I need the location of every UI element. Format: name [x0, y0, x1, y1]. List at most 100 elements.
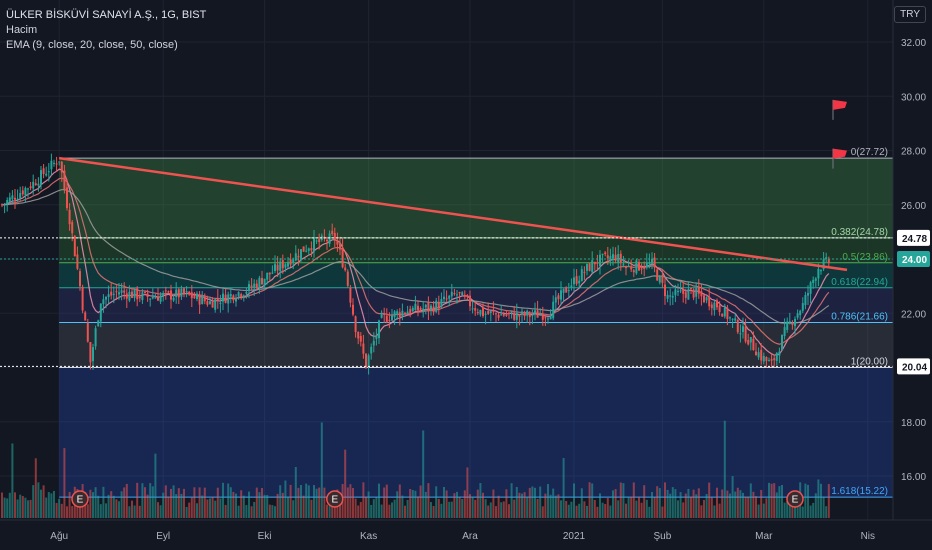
volume-bar	[469, 494, 471, 518]
volume-bar	[133, 505, 136, 518]
volume-bar	[557, 494, 560, 518]
volume-bar	[625, 503, 627, 518]
volume-bar	[185, 506, 188, 518]
candle-body	[596, 262, 599, 264]
candle-body	[760, 349, 763, 361]
candle-body	[822, 259, 825, 270]
candle-body	[8, 197, 11, 203]
volume-bar	[105, 503, 107, 518]
candle-body	[359, 335, 362, 342]
earnings-icon	[71, 490, 89, 508]
candle-body	[115, 291, 118, 293]
volume-bar	[55, 502, 58, 518]
candle-body	[159, 295, 162, 302]
volume-bar	[734, 491, 737, 518]
candle-body	[742, 326, 744, 332]
fib-level-label: 0.382(24.78)	[831, 227, 888, 238]
candle-body	[757, 352, 760, 358]
candle-body	[731, 318, 734, 320]
candle-body	[505, 314, 508, 316]
currency-badge[interactable]: TRY	[894, 6, 926, 23]
candle-body	[703, 295, 705, 303]
volume-bar	[196, 503, 198, 518]
volume-bar	[144, 487, 146, 518]
candle-body	[6, 200, 9, 205]
volume-bar	[50, 493, 53, 518]
volume-bar	[513, 499, 516, 518]
candle-body	[266, 272, 269, 280]
candle-body	[791, 323, 794, 325]
candle-body	[133, 289, 136, 298]
candle-body	[463, 294, 466, 297]
candle-body	[16, 198, 19, 200]
candle-body	[331, 230, 334, 235]
volume-bar	[773, 483, 776, 518]
volume-bar	[484, 499, 487, 518]
candle-body	[458, 292, 461, 294]
candle-body	[807, 293, 809, 296]
volume-bar	[679, 492, 682, 518]
candle-body	[508, 312, 510, 314]
candle-body	[726, 307, 729, 320]
volume-bar	[684, 493, 687, 518]
volume-bar	[276, 493, 279, 518]
volume-bar	[164, 485, 167, 518]
volume-bar	[398, 484, 401, 518]
x-tick-label: 2021	[563, 531, 586, 542]
candle-body	[268, 272, 271, 275]
candle-body	[141, 292, 144, 301]
candle-body	[190, 292, 193, 299]
fib-zone	[59, 262, 893, 288]
candle-body	[521, 311, 523, 315]
volume-bar	[45, 497, 48, 518]
volume-bar	[149, 483, 152, 518]
candle-body	[489, 311, 492, 313]
candle-body	[786, 321, 789, 330]
candle-body	[588, 263, 591, 271]
volume-bar	[742, 492, 744, 518]
y-tick-label: 32.00	[901, 38, 926, 49]
volume-bar	[352, 488, 354, 518]
x-tick-label: Mar	[755, 531, 773, 542]
candle-body	[19, 193, 22, 199]
candle-body	[333, 232, 336, 240]
volume-bar	[703, 499, 705, 518]
candle-body	[385, 315, 388, 322]
symbol-title: ÜLKER BİSKÜVİ SANAYİ A.Ş., 1G, BIST	[6, 9, 207, 21]
volume-bar	[157, 502, 159, 518]
volume-bar	[159, 505, 162, 518]
candle-body	[664, 284, 666, 297]
y-tick-label: 16.00	[901, 472, 926, 483]
candle-body	[105, 297, 107, 300]
candle-body	[60, 161, 63, 173]
candle-body	[110, 291, 113, 296]
volume-bar	[627, 496, 630, 518]
candle-body	[794, 318, 796, 327]
candle-body	[799, 310, 802, 316]
volume-bar	[479, 483, 482, 518]
volume-bar	[635, 500, 638, 518]
price-tag-label: 24.00	[902, 255, 927, 266]
volume-bar	[411, 489, 414, 518]
volume-bar	[781, 485, 783, 518]
volume-bar	[107, 494, 110, 518]
candle-body	[578, 280, 581, 284]
candle-body	[762, 355, 765, 362]
candle-body	[367, 355, 370, 368]
volume-bar	[198, 487, 201, 518]
earnings-icon	[326, 490, 344, 508]
volume-bar	[820, 483, 822, 518]
volume-bar	[323, 487, 326, 518]
volume-bar	[539, 486, 542, 518]
volume-bar	[796, 505, 799, 518]
candle-body	[42, 168, 45, 175]
volume-bar	[502, 501, 505, 518]
candle-body	[99, 303, 102, 322]
candle-body	[744, 326, 747, 342]
volume-bar	[102, 486, 105, 518]
volume-bar	[170, 488, 172, 518]
candle-body	[89, 342, 92, 363]
candle-body	[281, 260, 284, 269]
fib-level-label: 0.5(23.86)	[842, 252, 888, 263]
